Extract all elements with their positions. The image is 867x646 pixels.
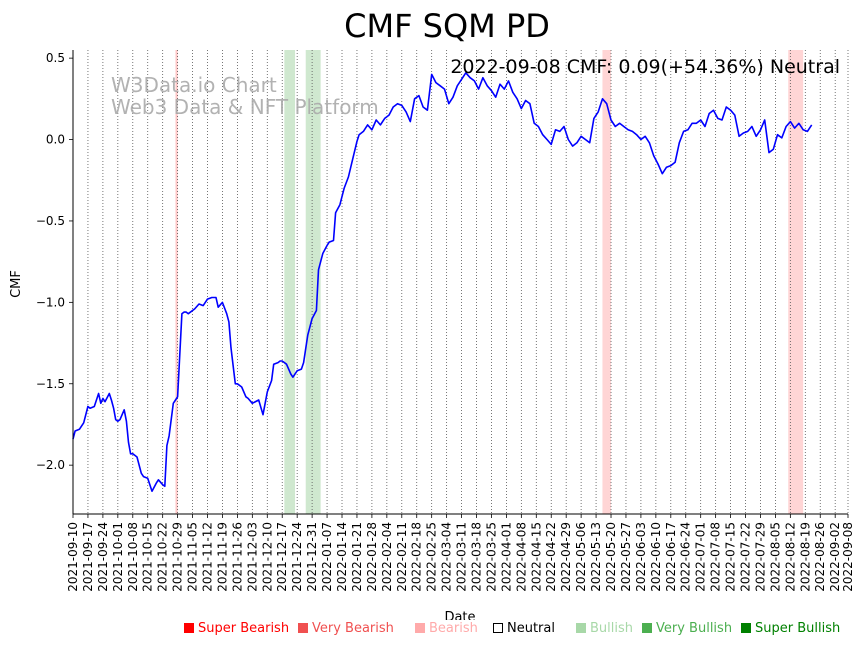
legend-item: Bullish (576, 621, 633, 636)
legend-swatch (184, 623, 194, 633)
x-tick-label: 2022-06-17 (664, 522, 678, 592)
x-tick-label: 2022-03-25 (484, 522, 498, 592)
x-tick-label: 2022-02-11 (395, 522, 409, 592)
x-tick-label: 2021-12-17 (275, 522, 289, 592)
x-tick-label: 2022-06-24 (679, 522, 693, 592)
x-tick-label: 2021-12-24 (290, 522, 304, 592)
band-4 (788, 50, 804, 514)
legend-label: Super Bullish (755, 621, 841, 636)
x-tick-label: 2022-05-27 (619, 522, 633, 592)
x-tick-label: 2021-09-10 (66, 522, 80, 592)
x-tick-label: 2021-10-01 (111, 522, 125, 592)
x-tick-label: 2021-10-29 (171, 522, 185, 592)
x-tick-label: 2021-11-19 (215, 522, 229, 592)
legend-label: Very Bearish (312, 621, 394, 636)
x-tick-label: 2022-04-08 (514, 522, 528, 592)
x-tick-label: 2022-07-29 (753, 522, 767, 592)
y-axis-label: CMF (9, 270, 24, 298)
legend-label: Bearish (429, 621, 478, 636)
x-tick-label: 2021-11-05 (186, 522, 200, 592)
watermark-line-1: W3Data.io Chart (111, 73, 277, 97)
x-tick-label: 2022-02-04 (380, 522, 394, 592)
cmf-series (72, 72, 813, 493)
x-tick-label: 2022-07-01 (694, 522, 708, 592)
x-tick-label: 2022-01-28 (365, 522, 379, 592)
x-tick-label: 2022-07-08 (709, 522, 723, 592)
legend-swatch (493, 623, 503, 633)
y-tick-label: 0.0 (46, 133, 65, 147)
x-tick-label: 2022-01-21 (350, 522, 364, 592)
legend-swatch (415, 623, 425, 633)
x-axis-label: Date (444, 610, 475, 620)
x-tick-label: 2021-10-22 (156, 522, 170, 592)
band-2 (305, 50, 321, 514)
x-tick-label: 2022-07-22 (739, 522, 753, 592)
legend-item: Neutral (493, 621, 555, 636)
band-3 (602, 50, 612, 514)
signal-bands (175, 50, 804, 514)
x-tick-label: 2021-12-03 (245, 522, 259, 592)
x-tick-label: 2022-08-12 (783, 522, 797, 592)
series-line-0 (72, 72, 813, 493)
x-tick-label: 2022-04-29 (559, 522, 573, 592)
legend-item: Super Bullish (741, 621, 840, 636)
legend-swatch (576, 623, 586, 633)
x-tick-label: 2022-07-15 (724, 522, 738, 592)
watermark-line-2: Web3 Data & NFT Platform (111, 95, 379, 119)
x-tick-label: 2022-01-07 (320, 522, 334, 592)
legend-item: Very Bullish (642, 621, 732, 636)
x-tick-label: 2022-05-13 (589, 522, 603, 592)
chart-title: CMF SQM PD (344, 7, 550, 45)
vertical-gridlines (72, 50, 849, 514)
x-tick-label: 2022-02-25 (425, 522, 439, 592)
x-tick-label: 2021-09-24 (96, 522, 110, 592)
x-tick-label: 2022-03-18 (470, 522, 484, 592)
x-tick-label: 2021-10-15 (141, 522, 155, 592)
x-tick-label: 2022-08-05 (768, 522, 782, 592)
signal-legend: Super Bearish Very Bearish Bearish Neutral B… (0, 620, 867, 640)
legend-item: Very Bearish (298, 621, 394, 636)
x-tick-label: 2022-06-03 (634, 522, 648, 592)
x-tick-label: 2022-04-22 (544, 522, 558, 592)
legend-label: Bullish (590, 621, 634, 636)
y-tick-label: −2.0 (36, 458, 65, 472)
latest-value-annotation: 2022-09-08 CMF: 0.09(+54.36%) Neutral (450, 56, 840, 78)
x-tick-label: 2021-11-12 (201, 522, 215, 592)
legend-swatch (741, 623, 751, 633)
x-tick-label: 2021-12-10 (260, 522, 274, 592)
legend-swatch (298, 623, 308, 633)
x-tick-label: 2021-12-31 (305, 522, 319, 592)
y-tick-label: −1.5 (36, 377, 65, 391)
axes: 2021-09-10 2021-09-17 2021-09-24 2021-10-01… (36, 50, 855, 592)
x-tick-label: 2022-01-14 (335, 522, 349, 592)
x-tick-label: 2022-06-10 (649, 522, 663, 592)
x-tick-label: 2021-10-08 (126, 522, 140, 592)
x-tick-label: 2021-11-26 (230, 522, 244, 592)
band-1 (284, 50, 296, 514)
x-tick-label: 2021-09-17 (81, 522, 95, 592)
legend-label: Very Bullish (656, 621, 733, 636)
x-tick-label: 2022-08-26 (813, 522, 827, 592)
band-0 (175, 50, 178, 514)
legend-label: Super Bearish (198, 621, 290, 636)
legend-item: Super Bearish (184, 621, 289, 636)
x-tick-label: 2022-04-01 (499, 522, 513, 592)
y-tick-label: −1.0 (36, 295, 65, 309)
y-tick-label: −0.5 (36, 214, 65, 228)
x-tick-label: 2022-09-08 (841, 522, 855, 592)
x-tick-label: 2022-03-11 (455, 522, 469, 592)
y-tick-label: 0.5 (46, 51, 65, 65)
x-tick-label: 2022-09-02 (828, 522, 842, 592)
legend-label: Neutral (507, 621, 555, 636)
x-tick-label: 2022-05-20 (604, 522, 618, 592)
cmf-chart: 2021-09-10 2021-09-17 2021-09-24 2021-10-01… (9, 7, 855, 620)
x-tick-label: 2022-02-18 (410, 522, 424, 592)
x-tick-label: 2022-03-04 (440, 522, 454, 592)
legend-swatch (642, 623, 652, 633)
x-tick-label: 2022-04-15 (529, 522, 543, 592)
x-tick-label: 2022-05-06 (574, 522, 588, 592)
legend-item: Bearish (415, 621, 478, 636)
x-tick-label: 2022-08-19 (798, 522, 812, 592)
